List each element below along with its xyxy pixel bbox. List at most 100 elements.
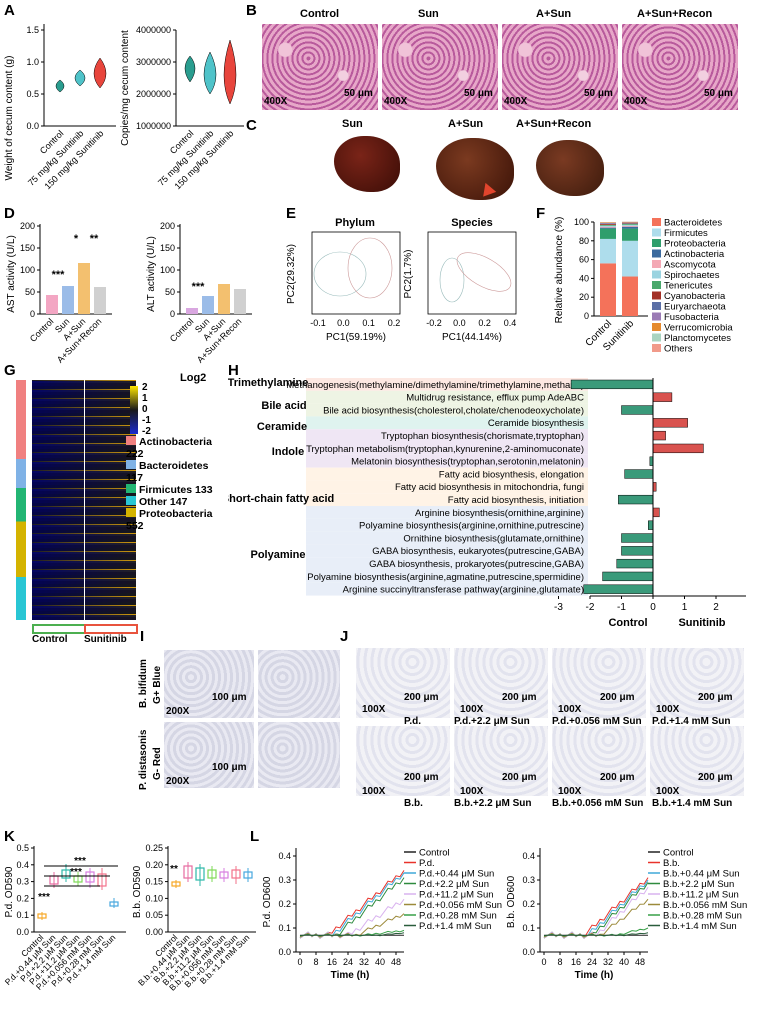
l-left-xtick-5: 40 (375, 957, 385, 967)
panel-label-j: J (340, 628, 349, 645)
h-bar-16 (583, 584, 654, 594)
k-right-yt-label-2: 0.10 (145, 893, 163, 903)
l-right-xtick-2: 16 (571, 957, 581, 967)
f-legend-label-2: Proteobacteria (664, 239, 727, 250)
j-image-bb-2.2 (454, 726, 548, 796)
l-right-xtick-4: 32 (603, 957, 613, 967)
l-right-xtick-0: 0 (541, 957, 546, 967)
l-right-xtick-3: 24 (587, 957, 597, 967)
panel-j-biofilm-images: 100X 200 μm 100X 200 μm 100X 200 μm 100X… (356, 646, 759, 812)
l-right-legend-label-3: B.b.+2.2 μM Sun (663, 879, 734, 890)
e-species-ylabel: PC2(1.7%) (403, 250, 414, 299)
e-phylum-ylabel: PC2(29.32%) (286, 244, 297, 304)
h-band-7 (306, 467, 588, 481)
g-legend-item-3: Other 147 (126, 496, 226, 508)
k-left-sig-1: *** (70, 867, 82, 878)
l-left-ytick-1: 0.1 (278, 923, 291, 933)
l-right-ytick-0: 0.0 (522, 947, 535, 957)
h-xtick-2: -1 (617, 602, 626, 613)
k-right-yt-label-4: 0.20 (145, 860, 163, 870)
b-title-sun: Sun (418, 8, 439, 20)
j-mag-5: 100X (460, 786, 484, 797)
l-left-legend-label-6: P.d.+0.28 mM Sun (419, 911, 497, 922)
f-legend-swatch-3 (652, 249, 661, 258)
l-left-legend-label-0: Control (419, 848, 450, 859)
h-bar-13 (621, 546, 654, 556)
a-right-yt-label-1: 2000000 (136, 89, 171, 99)
l-right-legend-label-6: B.b.+0.28 mM Sun (663, 911, 742, 922)
j-scale-4: 200 μm (404, 772, 439, 783)
b-mag-3: 400X (624, 96, 648, 107)
l-right-xtick-5: 40 (619, 957, 629, 967)
j-label-bb-1.4: B.b.+1.4 mM Sun (652, 798, 733, 809)
d-alt-yt-label-1: 50 (165, 287, 175, 297)
f-bar-0-5 (600, 225, 616, 227)
h-pathway-label-4: Tryptophan biosynthesis(chorismate,trypt… (381, 431, 584, 442)
f-ylabel: Relative abundance (%) (554, 217, 565, 324)
k-right-yt-label-1: 0.05 (145, 910, 163, 920)
g-legend-title: Log2 (180, 372, 207, 384)
h-pathway-label-7: Fatty acid biosynthesis, elongation (439, 469, 584, 480)
f-legend-swatch-2 (652, 239, 661, 247)
h-pathway-label-15: Polyamine biosynthesis(arginine,agmatine… (307, 572, 584, 583)
l-right-xtick-1: 8 (557, 957, 562, 967)
h-xtick-0: -3 (554, 602, 563, 613)
f-yt-label-0: 0 (584, 311, 589, 321)
h-xtick-5: 2 (713, 602, 719, 613)
f-legend-label-9: Fusobacteria (664, 312, 720, 323)
a-left-yt-label-3: 1.5 (26, 25, 39, 35)
f-legend-label-1: Firmicutes (664, 228, 708, 239)
l-left-xtick-6: 48 (391, 957, 401, 967)
h-bar-12 (621, 533, 654, 543)
k-right-yt-label-3: 0.15 (145, 877, 163, 887)
h-bar-4 (652, 430, 666, 441)
h-pathway-label-6: Melatonin biosynthesis(tryptophan,seroto… (351, 457, 584, 468)
b-title-asunrecon: A+Sun+Recon (637, 8, 713, 20)
f-bar-0-1 (600, 238, 616, 264)
h-cat-3: Indole (272, 446, 304, 458)
e-species-xtick-1: 0.0 (453, 318, 466, 328)
j-mag-3: 100X (656, 704, 680, 715)
c-title-sun: Sun (342, 118, 363, 130)
g-side-bar (16, 380, 26, 620)
c-title-asunrecon: A+Sun+Recon (516, 118, 592, 130)
violin-75mg-copies (203, 51, 217, 95)
j-mag-4: 100X (362, 786, 386, 797)
panel-l-left-growth: P.d. OD600 0.0 0.1 0.2 0.3 0.4 0 8 16 24 32 40 48 T… (262, 848, 502, 982)
l-left-xtick-0: 0 (297, 957, 302, 967)
f-yt-label-4: 80 (579, 236, 589, 246)
ast-bar-asun (78, 263, 90, 314)
b-title-asun: A+Sun (536, 8, 572, 20)
h-pathway-label-0: Methanogenesis(methylamine/dimethylamine… (286, 380, 584, 391)
f-bar-1-1 (622, 240, 638, 277)
g-legend-item-4: Proteobacteria 552 (126, 508, 213, 532)
l-left-xtick-4: 32 (359, 957, 369, 967)
f-legend-swatch-11 (652, 333, 661, 342)
d-alt-yt-label-2: 100 (160, 265, 175, 275)
panel-i-gram-stain: B. bifidum G+ Blue P. distasonis G- Red … (138, 648, 340, 790)
g-scale-1: 1 (142, 393, 148, 404)
a-left-yt-label-0: 0.0 (26, 121, 39, 131)
alt-bar-asun (218, 284, 230, 314)
i-row-label-0a: B. bifidum (138, 659, 149, 708)
l-right-legend-label-7: B.b.+1.4 mM Sun (663, 921, 737, 932)
f-legend-swatch-10 (652, 323, 661, 331)
h-band-14 (306, 557, 588, 570)
j-label-pd-0.056: P.d.+0.056 mM Sun (552, 716, 642, 727)
e-phylum-xtick-0: -0.1 (310, 318, 326, 328)
b-title-control: Control (300, 8, 340, 20)
j-image-bb (356, 726, 450, 796)
f-legend-swatch-7 (652, 291, 661, 300)
d-ast-sig-0: *** (52, 269, 66, 281)
h-pathway-label-9: Fatty acid biosynthesis, initiation (448, 495, 584, 506)
l-left-legend-label-3: P.d.+2.2 μM Sun (419, 879, 489, 890)
l-left-xtick-3: 24 (343, 957, 353, 967)
h-pathway-label-13: GABA biosynthesis, eukaryotes(putrescine… (372, 546, 584, 557)
i-mag-0: 200X (166, 706, 190, 717)
e-phylum-xtick-3: 0.2 (388, 318, 401, 328)
j-scale-3: 200 μm (698, 692, 733, 703)
h-bar-2 (621, 405, 654, 415)
panel-c-liver-photos: Sun A+Sun A+Sun+Recon (280, 116, 620, 206)
b-mag-1: 400X (384, 96, 408, 107)
h-band-16 (306, 582, 588, 596)
